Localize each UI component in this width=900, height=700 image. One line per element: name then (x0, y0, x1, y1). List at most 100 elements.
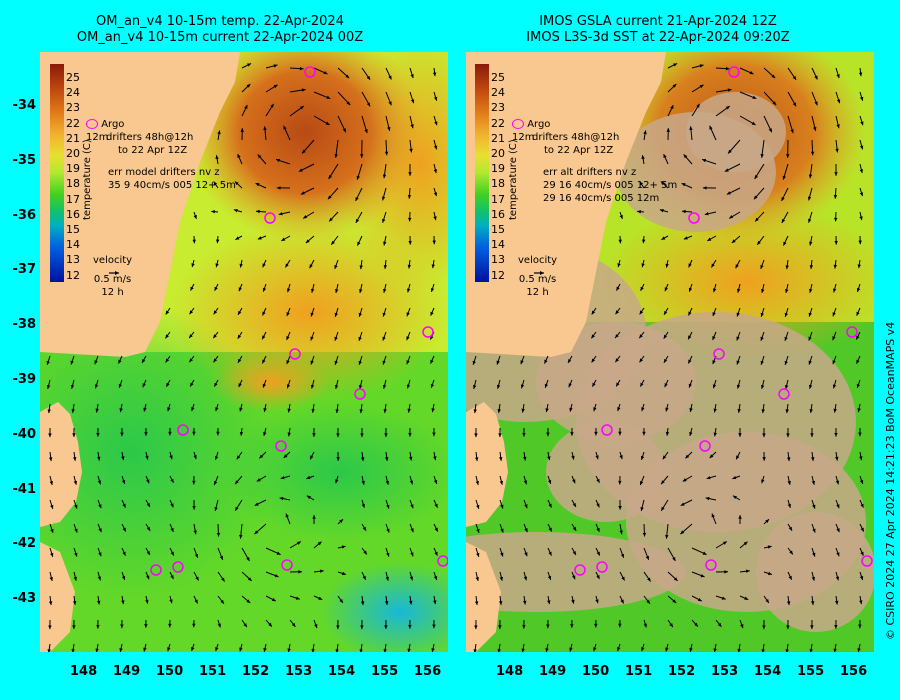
current-arrow-head (761, 479, 765, 484)
longitude-tick-label: 155 (371, 664, 399, 679)
current-arrow-head (860, 527, 864, 532)
colorbar-tick-label: 23 (491, 101, 505, 115)
current-arrow-head (497, 649, 501, 652)
current-arrow-head (665, 263, 669, 268)
left-map-temperature-field[interactable] (40, 52, 448, 652)
current-arrow-head (299, 106, 304, 110)
current-arrow-head (120, 624, 124, 629)
current-arrow-head (786, 625, 790, 630)
argo-float-marker[interactable] (705, 559, 717, 571)
current-arrow-head (474, 601, 479, 606)
current-arrow-head (524, 528, 528, 533)
argo-float-marker[interactable] (281, 559, 293, 571)
tasmania-west-coast (466, 542, 501, 652)
argo-float-marker[interactable] (437, 555, 448, 567)
current-arrow-head (767, 571, 772, 576)
argo-float-marker[interactable] (150, 564, 162, 576)
current-arrow-head (433, 456, 437, 461)
argo-float-marker[interactable] (846, 326, 858, 338)
current-arrow-head (273, 84, 278, 89)
current-arrow-head (234, 181, 239, 186)
longitude-tick-label: 154 (328, 664, 356, 679)
current-arrow-head (569, 647, 573, 652)
current-arrow-head (619, 214, 623, 219)
argo-float-marker[interactable] (422, 326, 434, 338)
colorbar-tick-label: 12 (491, 268, 505, 282)
current-arrow-head (339, 598, 343, 603)
current-arrow-head (809, 288, 813, 293)
current-arrow-head (731, 239, 736, 243)
argo-float-marker[interactable] (728, 66, 740, 78)
current-arrow-head (118, 383, 123, 388)
current-arrow-head (215, 263, 219, 268)
current-arrow-head (49, 481, 54, 485)
argo-float-marker[interactable] (177, 424, 189, 436)
current-arrow-head (572, 479, 576, 484)
left-panel-title: OM_an_v4 10-15m temp. 22-Apr-2024 OM_an_… (20, 14, 420, 46)
current-arrow-head (384, 433, 388, 437)
argo-float-marker[interactable] (354, 388, 366, 400)
cool-water-central (220, 402, 448, 542)
current-arrow-head (736, 336, 740, 341)
argo-float-marker[interactable] (688, 212, 700, 224)
current-arrow-head (192, 623, 196, 628)
current-arrow-head (785, 409, 789, 414)
current-arrow-head (784, 360, 788, 365)
current-arrow-head (122, 503, 126, 508)
longitude-tick-label: 153 (285, 664, 313, 679)
current-arrow-head (685, 454, 690, 459)
current-arrow-head (311, 648, 315, 652)
current-arrow-head (809, 265, 814, 269)
current-arrow-head (409, 480, 414, 485)
current-arrow-head (736, 455, 740, 460)
current-arrow-head (637, 209, 641, 214)
current-arrow-head (286, 288, 291, 293)
current-arrow-head (591, 310, 596, 315)
argo-float-marker[interactable] (574, 564, 586, 576)
argo-float-marker[interactable] (596, 561, 608, 573)
current-arrow-head (740, 624, 744, 629)
argo-float-marker[interactable] (713, 348, 725, 360)
colorbar-tick-label: 14 (66, 238, 80, 252)
current-arrow-head (383, 265, 388, 269)
argo-float-marker[interactable] (289, 348, 301, 360)
argo-float-marker[interactable] (275, 440, 287, 452)
argo-float-marker[interactable] (699, 440, 711, 452)
left-title-line2: OM_an_v4 10-15m current 22-Apr-2024 00Z (76, 30, 364, 45)
current-arrow-head (263, 431, 267, 436)
current-arrow-head (722, 541, 727, 545)
king-island-region (466, 402, 508, 527)
current-arrow-head (711, 513, 715, 518)
argo-float-marker[interactable] (601, 424, 613, 436)
current-arrow-head (523, 456, 527, 461)
current-arrow-head (388, 101, 392, 106)
right-map-sst-field[interactable] (466, 52, 874, 652)
argo-float-marker[interactable] (861, 555, 873, 567)
current-arrow-head (810, 625, 814, 629)
argo-float-marker[interactable] (778, 388, 790, 400)
current-arrow-head (239, 647, 243, 652)
current-arrow-head (713, 432, 717, 437)
current-arrow-head (833, 217, 838, 222)
colorbar-tick-label: 23 (66, 101, 80, 115)
current-arrow-head (122, 551, 126, 556)
current-arrow-head (335, 409, 339, 414)
current-arrow-head (663, 358, 668, 363)
current-arrow-head (74, 552, 78, 557)
current-arrow-head (639, 358, 644, 363)
current-arrow-head (408, 433, 412, 437)
argo-float-marker[interactable] (172, 561, 184, 573)
argo-legend-label: Argo (527, 119, 551, 130)
current-arrow-head (592, 382, 596, 387)
current-arrow-head (72, 433, 76, 437)
argo-float-marker[interactable] (304, 66, 316, 78)
current-arrow-head (641, 263, 645, 268)
argo-float-marker[interactable] (264, 212, 276, 224)
drifter-label: drifters 48h@12h (532, 132, 620, 143)
current-arrow-head (331, 240, 335, 245)
current-arrow-head (346, 101, 351, 106)
current-arrow-head (263, 126, 267, 131)
current-arrow-head (287, 432, 291, 437)
current-arrow-head (432, 432, 436, 437)
cloud-mask-patches (466, 92, 874, 632)
